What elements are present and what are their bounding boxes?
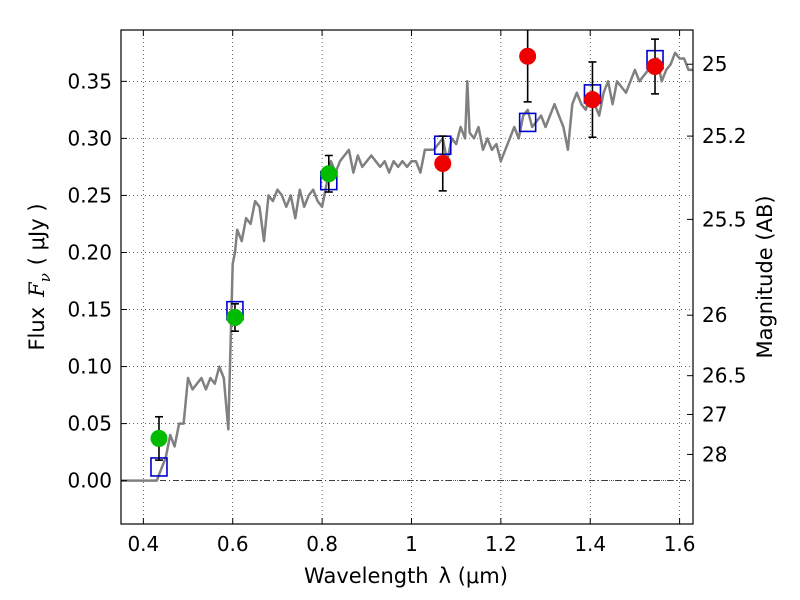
observed-point [320,165,338,183]
y-tick-label: 0.20 [67,240,112,264]
right-tick-label: 25.5 [702,207,747,231]
ticks: 0.4 0.6 0.8 1 1.2 1.4 1.6 0.00 0.05 0.10 0.15 0.20 0… [67,30,747,556]
x-tick-label: 0.8 [306,532,338,556]
plot-background [121,30,693,524]
x-tick-label: 0.4 [127,532,159,556]
y-tick-label: 0.10 [67,355,112,379]
right-tick-label: 25.2 [702,124,747,148]
observed-point [583,91,601,109]
x-axis-label-math: λ (μm) [439,564,508,588]
y-tick-label: 0.15 [67,298,112,322]
observed-point [434,154,452,172]
right-tick-label: 28 [702,442,727,466]
model-photometry-square [518,112,537,133]
y-axis-label: Flux Fν ( μJy ) [25,203,54,350]
observed-point [519,47,537,65]
observed-point [150,429,168,447]
observed-point [226,309,244,327]
y-axis-label-text: Flux [25,307,49,351]
y-axis-label-unit: ( μJy ) [25,203,49,265]
y-tick-label: 0.25 [67,183,112,207]
y-axis-label-symbol: F [25,281,49,298]
observed-point [646,58,664,76]
right-tick-label: 26.5 [702,364,747,388]
marker-layer [150,30,664,477]
model-spectrum-line [121,51,693,482]
spectrum-layer [121,51,693,482]
x-tick-label: 1.4 [574,532,606,556]
right-tick-label: 27 [702,402,727,426]
x-tick-label: 1.2 [485,532,517,556]
x-tick-label: 1 [405,532,418,556]
y-axis-label-subscript: ν [36,273,54,282]
y-tick-label: 0.30 [67,126,112,150]
right-tick-label: 26 [702,303,727,327]
y-tick-label: 0.35 [67,69,112,93]
grid [121,30,693,524]
x-axis-label: Wavelength λ (μm) [304,564,508,588]
y-tick-label: 0.05 [67,412,112,436]
x-tick-label: 0.6 [217,532,249,556]
plot-frame [120,29,694,525]
right-axis-label: Magnitude (AB) [753,195,777,358]
right-tick-label: 25 [702,52,727,76]
y-tick-label: 0.00 [67,469,112,493]
x-tick-label: 1.6 [664,532,696,556]
x-axis-label-text: Wavelength [304,564,429,588]
